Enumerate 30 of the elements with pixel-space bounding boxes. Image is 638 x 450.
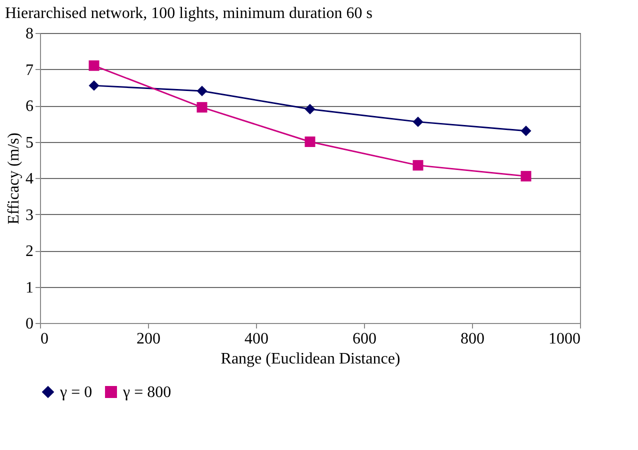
point [196,102,208,113]
x-axis-title: Range (Euclidean Distance) [220,350,400,368]
y-tick-label: 6 [26,98,34,115]
point [196,86,208,96]
x-tick-label: 600 [352,330,376,348]
point [412,116,424,128]
y-tick-label: 7 [26,62,34,79]
x-tick-label: 0 [40,330,48,348]
point [412,160,424,171]
x-tick-label: 400 [244,330,268,348]
point [304,136,316,147]
point [304,104,316,114]
point [88,80,100,91]
y-axis-title: Efficacy (m/s) [6,132,22,224]
y-tick-label: 1 [26,279,34,296]
legend-label: γ = 0 [59,384,92,401]
point [88,60,100,71]
y-tick-label: 0 [26,316,34,332]
x-tick-label: 800 [460,330,484,348]
y-tick-label: 5 [26,134,34,152]
chart-title: Hierarchised network, 100 lights, minimum duration 60 s [5,5,372,22]
legend-label: γ = 800 [122,384,172,401]
y-tick-label: 4 [26,170,34,188]
y-tick-label: 8 [26,26,34,42]
point [520,170,532,182]
y-tick-label: 3 [26,206,34,224]
x-tick-label: 200 [136,330,160,348]
point [520,126,532,136]
y-tick-label: 2 [26,243,34,260]
x-tick-label: 1000 [548,330,580,348]
